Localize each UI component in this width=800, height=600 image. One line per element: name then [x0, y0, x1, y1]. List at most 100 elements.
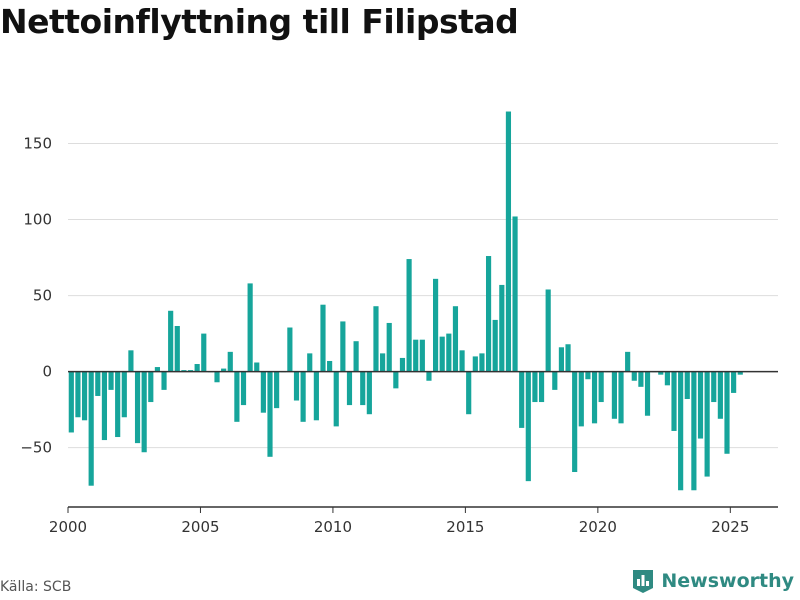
bar	[327, 360, 333, 372]
bars	[68, 111, 743, 491]
bar	[644, 371, 651, 416]
bar	[68, 371, 74, 433]
bar	[393, 371, 399, 389]
bar	[353, 341, 359, 372]
bar	[366, 371, 372, 415]
bar	[558, 347, 565, 372]
bar	[433, 278, 439, 372]
bar	[525, 371, 531, 482]
bar	[214, 371, 220, 383]
bar	[399, 357, 406, 372]
bar	[227, 351, 233, 372]
bar	[439, 336, 445, 372]
bar	[585, 371, 591, 380]
bar	[141, 371, 147, 453]
bar	[591, 371, 598, 424]
bar	[485, 256, 492, 372]
bar	[492, 319, 498, 372]
bar	[704, 371, 710, 477]
bar	[75, 371, 81, 418]
source-note: Källa: SCB	[0, 579, 72, 595]
bar	[307, 353, 313, 372]
bar	[691, 371, 697, 491]
x-tick-label: 2010	[314, 518, 352, 536]
bar	[320, 304, 326, 372]
bar	[452, 306, 459, 372]
bar	[519, 371, 525, 428]
bar	[168, 310, 174, 372]
bar	[671, 371, 677, 431]
bar	[499, 284, 505, 372]
bar	[737, 371, 743, 375]
bar	[360, 371, 366, 406]
gridlines	[68, 142, 778, 449]
bar	[148, 371, 154, 403]
bar	[386, 322, 392, 372]
x-tick-labels: 2000 2005 2010 2015 2020 2025	[49, 507, 749, 536]
chart-title: Nettoinflyttning till Filipstad	[0, 2, 519, 41]
bar	[572, 371, 578, 473]
bar	[472, 356, 478, 372]
bar	[81, 371, 88, 421]
bar	[446, 333, 452, 372]
bar	[260, 371, 266, 413]
bar	[731, 371, 737, 393]
bar	[678, 371, 684, 491]
bar	[340, 321, 346, 372]
bar	[134, 371, 141, 444]
bar	[658, 371, 664, 375]
y-tick-label: 50	[33, 287, 52, 305]
bar	[274, 371, 280, 409]
bar	[293, 371, 300, 401]
bar	[505, 111, 512, 372]
bar	[346, 371, 353, 406]
bar	[194, 364, 200, 372]
bar	[267, 371, 273, 457]
bar	[631, 371, 637, 381]
bar	[618, 371, 624, 424]
x-tick-label: 2025	[711, 518, 749, 536]
x-tick-label: 2015	[446, 518, 484, 536]
bar	[95, 371, 101, 396]
x-tick-label: 2020	[579, 518, 617, 536]
bar	[419, 339, 425, 372]
bar	[406, 259, 412, 372]
y-tick-label: 0	[42, 363, 52, 381]
bar	[684, 371, 690, 400]
bar	[697, 371, 704, 439]
brand-logo: Newsworthy	[631, 568, 794, 594]
bar	[300, 371, 306, 422]
bar	[413, 339, 419, 372]
bar	[625, 351, 631, 372]
bar	[154, 367, 160, 372]
bar	[287, 327, 293, 372]
y-tick-label: −50	[20, 439, 52, 457]
bar	[717, 371, 723, 419]
y-tick-label: 100	[23, 211, 52, 229]
bar	[181, 370, 187, 372]
bar	[466, 371, 472, 415]
bar	[121, 371, 127, 418]
bar	[380, 353, 386, 372]
bar	[174, 325, 180, 372]
bar	[161, 371, 167, 390]
bar	[479, 353, 485, 372]
bar	[545, 289, 551, 372]
bar-chart-icon	[633, 570, 654, 593]
bar	[313, 371, 319, 421]
bar	[88, 371, 94, 486]
x-tick-label: 2005	[181, 518, 219, 536]
bar	[459, 350, 465, 372]
bar	[638, 371, 644, 387]
y-tick-label: 150	[23, 134, 52, 152]
bar	[611, 371, 617, 419]
bar	[664, 371, 670, 386]
bar	[115, 371, 121, 438]
bar	[565, 344, 571, 372]
y-tick-labels: −50 0 50 100 150	[20, 134, 52, 456]
bar	[426, 371, 432, 381]
bar	[108, 371, 114, 390]
bar	[512, 216, 518, 372]
bar	[187, 370, 194, 372]
bar	[254, 362, 260, 372]
